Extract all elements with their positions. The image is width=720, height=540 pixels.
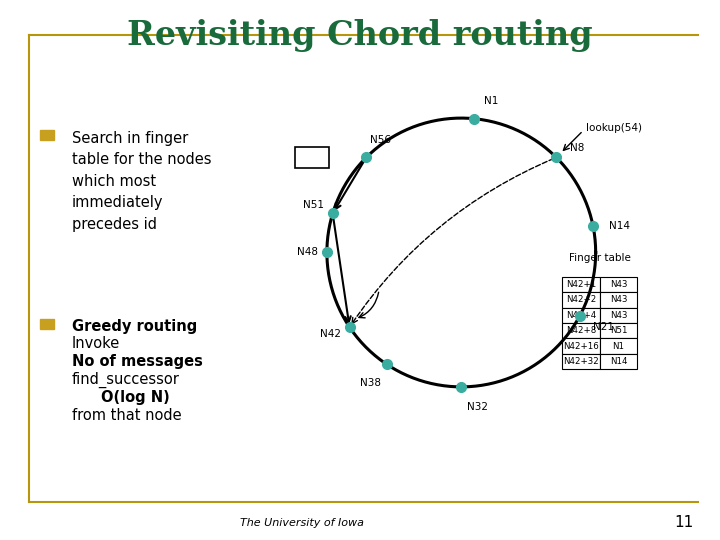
Text: N42+4: N42+4 [566, 311, 596, 320]
Text: N43: N43 [610, 311, 627, 320]
Text: N48: N48 [297, 247, 318, 258]
Text: N43: N43 [610, 295, 627, 305]
Text: N38: N38 [360, 378, 381, 388]
Bar [40, 130, 54, 140]
Bar [562, 323, 600, 339]
Bar [562, 354, 600, 369]
Text: N1: N1 [613, 342, 624, 350]
Text: N42+2: N42+2 [566, 295, 596, 305]
Text: Search in finger
table for the nodes
which most
immediately
precedes id: Search in finger table for the nodes whi… [72, 131, 212, 232]
Text: N43: N43 [610, 280, 627, 289]
Text: N8: N8 [570, 143, 584, 153]
Text: No of messages: No of messages [72, 354, 203, 369]
Text: K54: K54 [301, 152, 323, 163]
Text: N1: N1 [484, 96, 498, 106]
Text: find_successor: find_successor [72, 372, 180, 388]
Text: N42: N42 [320, 329, 341, 339]
Text: 11: 11 [675, 515, 693, 530]
Bar [600, 276, 637, 292]
Text: N56: N56 [370, 135, 391, 145]
Bar [562, 308, 600, 323]
Bar [600, 339, 637, 354]
FancyBboxPatch shape [295, 147, 328, 168]
Text: N51: N51 [610, 326, 627, 335]
Text: Invoke: Invoke [72, 336, 120, 352]
Text: N42+32: N42+32 [563, 357, 599, 366]
Text: N51: N51 [303, 200, 324, 211]
Text: lookup(54): lookup(54) [586, 123, 642, 133]
Text: Finger table: Finger table [569, 253, 631, 263]
Text: The University of Iowa: The University of Iowa [240, 518, 364, 528]
Text: Revisiting Chord routing: Revisiting Chord routing [127, 19, 593, 52]
Bar [562, 339, 600, 354]
Bar [562, 292, 600, 308]
Bar [600, 354, 637, 369]
Text: N42+16: N42+16 [563, 342, 599, 350]
Text: N14: N14 [610, 357, 627, 366]
Text: N42+1: N42+1 [566, 280, 596, 289]
Bar [600, 308, 637, 323]
Bar [600, 292, 637, 308]
Bar [40, 319, 54, 329]
Text: Greedy routing: Greedy routing [72, 319, 197, 334]
Text: N32: N32 [467, 402, 487, 412]
Text: N42+8: N42+8 [566, 326, 596, 335]
Text: O(log N): O(log N) [101, 390, 169, 405]
Bar [600, 323, 637, 339]
Text: from that node: from that node [72, 408, 181, 423]
Text: N14: N14 [609, 221, 630, 231]
Bar [562, 276, 600, 292]
Text: N21: N21 [593, 322, 614, 332]
